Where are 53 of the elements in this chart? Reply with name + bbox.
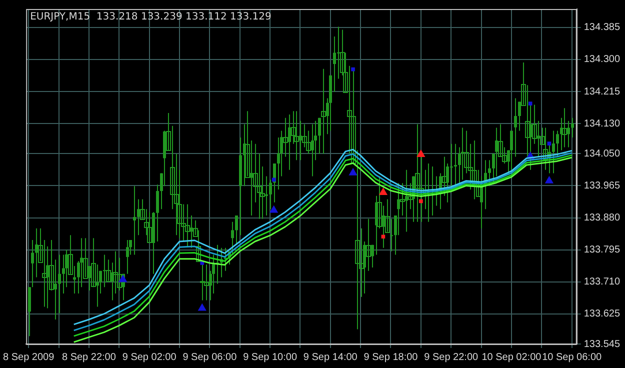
candlestick <box>224 247 227 272</box>
point <box>270 206 278 213</box>
y-tick-label: 133.710 <box>584 276 620 288</box>
point <box>528 102 532 106</box>
x-tick-label: 9 Sep 02:00 <box>122 352 177 363</box>
x-tick-label: 10 Sep 06:00 <box>542 352 602 363</box>
candlestick <box>488 160 491 187</box>
candlestick <box>333 36 336 92</box>
candlestick <box>133 186 136 256</box>
candlestick <box>571 117 574 138</box>
chart-title: EURJPY,M15 133.218 133.239 133.112 133.129 <box>30 12 272 23</box>
point <box>545 176 554 184</box>
y-tick-label: 133.545 <box>584 338 620 350</box>
candlestick <box>156 184 159 242</box>
y-tick-label: 134.130 <box>584 118 620 130</box>
y-tick-label: 134.215 <box>584 86 620 98</box>
y-tick-label: 134.050 <box>584 148 620 160</box>
x-tick-label: 9 Sep 14:00 <box>303 352 358 363</box>
x-tick-label: 9 Sep 10:00 <box>243 352 298 363</box>
y-tick-label: 133.965 <box>584 180 620 192</box>
y-tick-label: 134.385 <box>584 22 620 34</box>
point <box>349 168 357 176</box>
y-tick-label: 133.795 <box>584 244 620 256</box>
point <box>118 275 127 282</box>
candlestick <box>318 117 321 154</box>
candlestick <box>269 179 272 210</box>
x-tick-label: 8 Sep 22:00 <box>62 352 116 363</box>
point <box>419 199 423 204</box>
x-tick-label: 8 Sep 2009 <box>3 352 55 363</box>
candlestick <box>556 130 559 158</box>
point <box>416 150 425 157</box>
candlestick <box>58 254 61 314</box>
x-tick-label: 10 Sep 02:00 <box>482 352 542 363</box>
y-tick-label: 133.625 <box>584 308 620 320</box>
y-tick-label: 134.300 <box>584 54 620 66</box>
point <box>351 67 355 72</box>
candlestick <box>552 130 555 174</box>
point <box>381 234 386 239</box>
candlestick <box>62 254 65 294</box>
point <box>198 304 206 311</box>
candlestick <box>514 98 517 158</box>
point <box>379 188 388 196</box>
candlestick <box>510 130 513 170</box>
point <box>200 261 204 265</box>
candlestick <box>235 215 238 246</box>
candlestick <box>126 239 129 274</box>
candlestick <box>31 239 34 288</box>
y-tick-label: 133.880 <box>584 212 620 224</box>
candlestick <box>231 221 234 256</box>
x-tick-label: 9 Sep 18:00 <box>364 352 418 363</box>
x-tick-label: 9 Sep 22:00 <box>424 352 479 363</box>
x-tick-label: 9 Sep 06:00 <box>182 352 238 363</box>
point <box>547 142 552 146</box>
